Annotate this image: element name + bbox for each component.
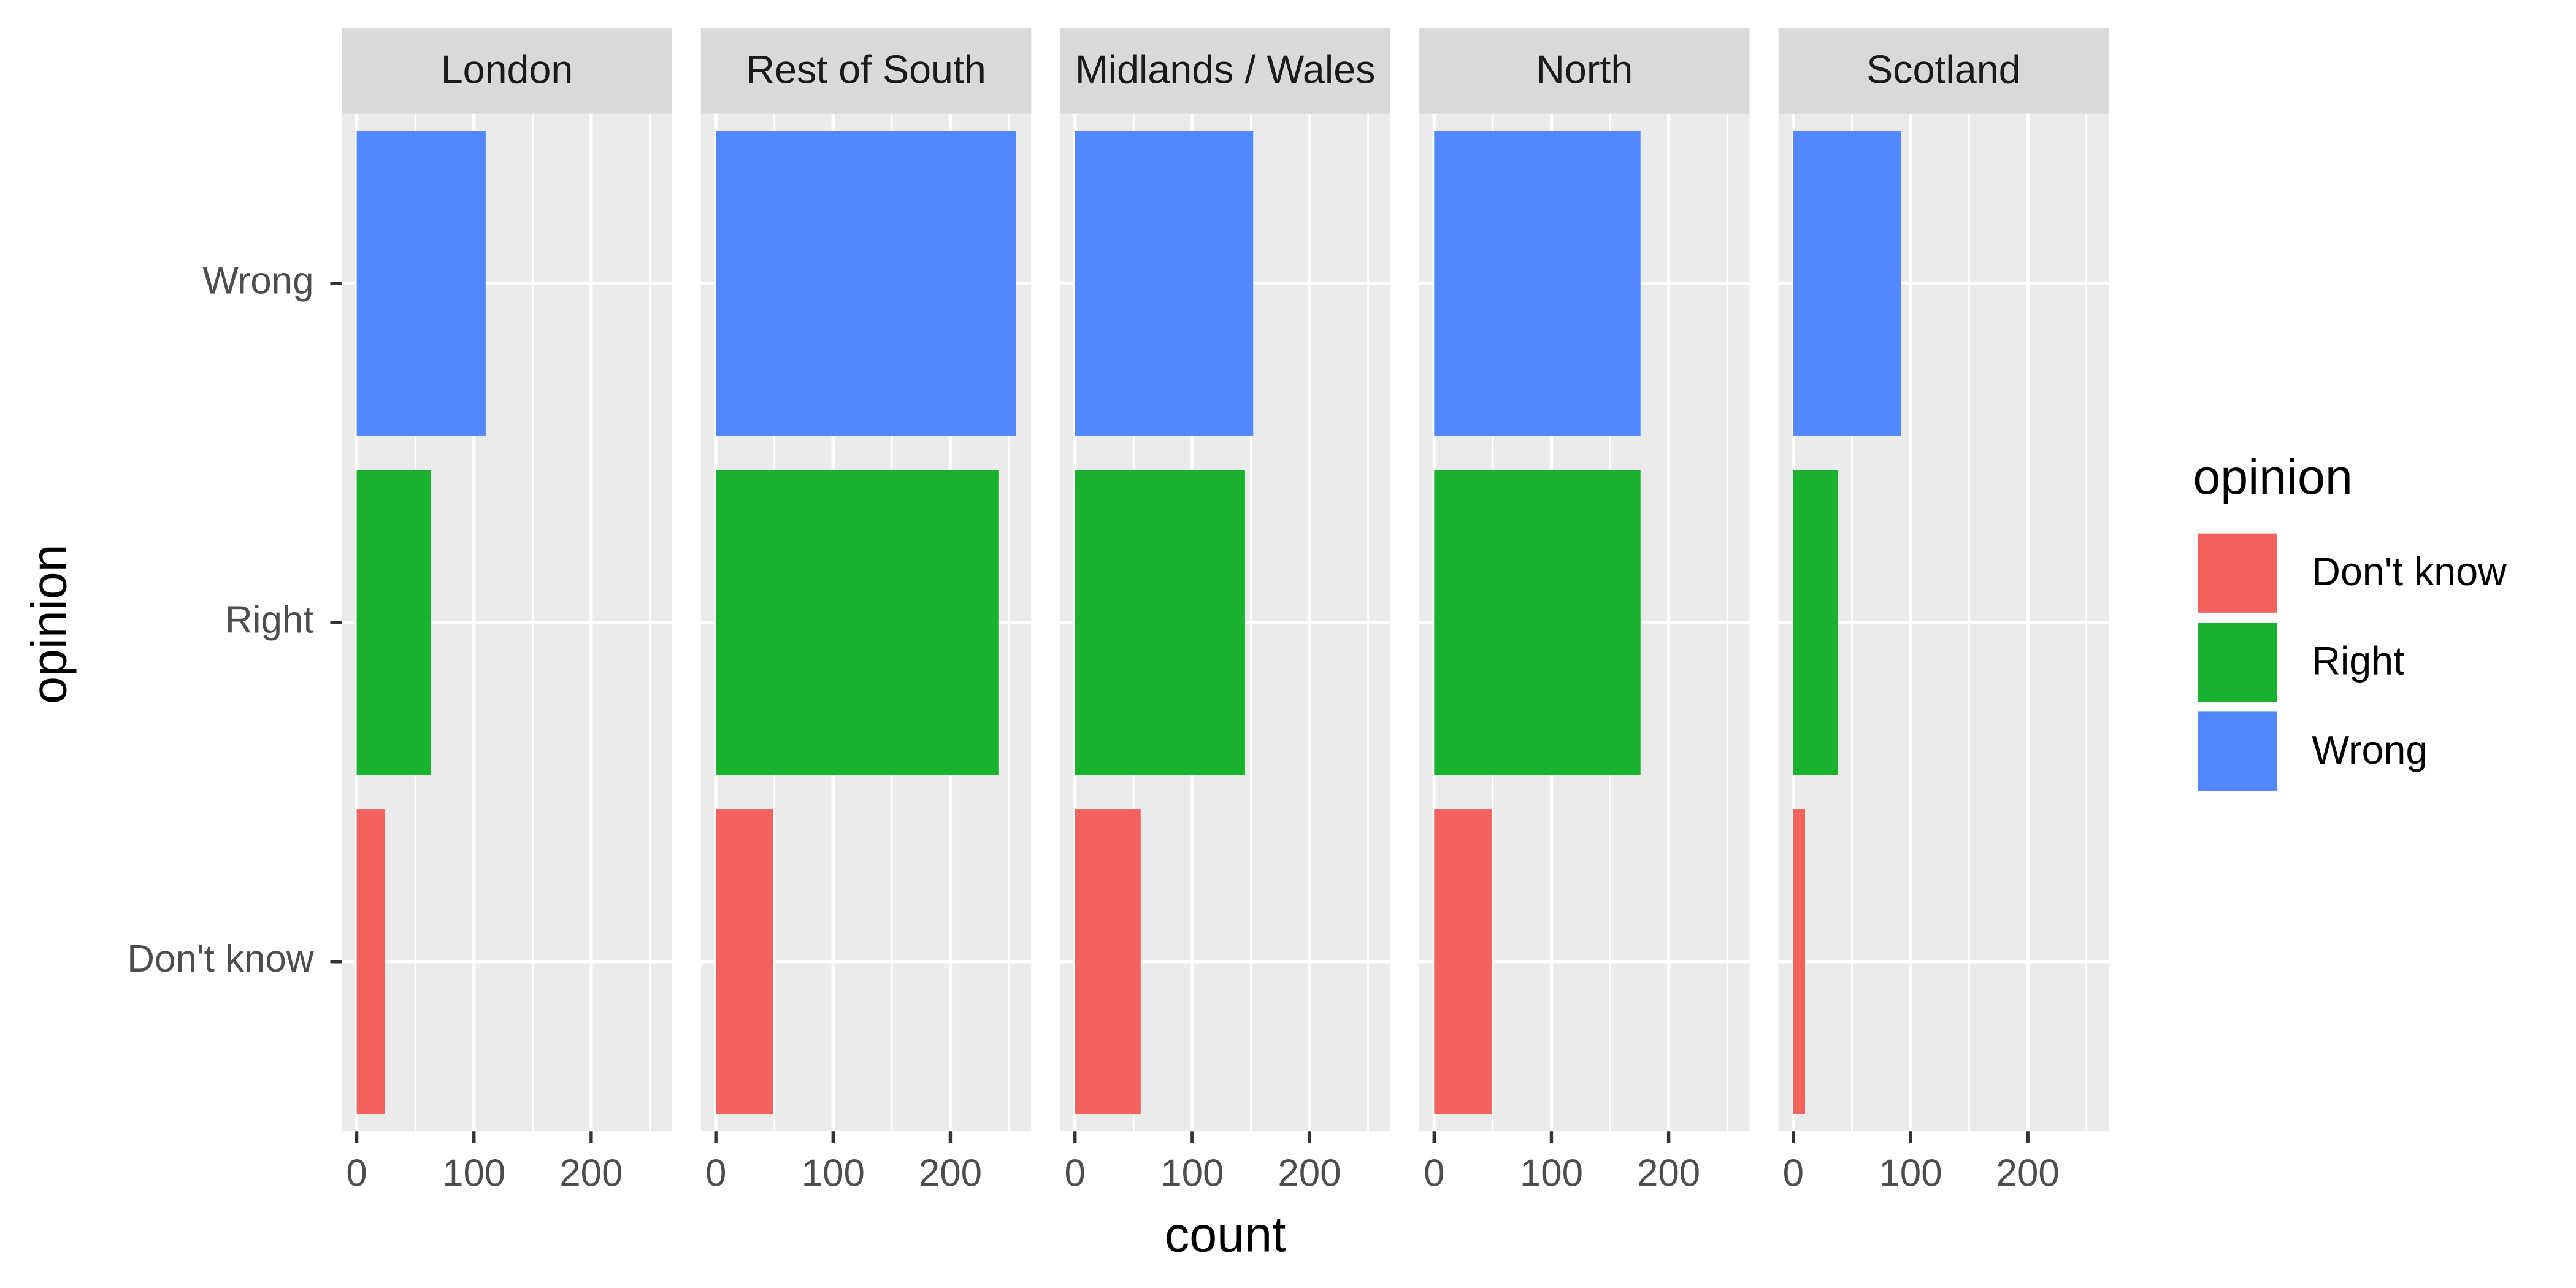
- legend-label: Wrong: [2312, 728, 2428, 772]
- strip-label: Rest of South: [746, 48, 986, 92]
- bar: [1434, 470, 1641, 775]
- bar: [1075, 809, 1141, 1114]
- y-axis-title: opinion: [21, 544, 77, 703]
- bar: [1434, 131, 1641, 436]
- legend-label: Right: [2312, 638, 2404, 683]
- bar: [716, 809, 773, 1114]
- x-tick-label: 200: [1996, 1152, 2060, 1194]
- bar: [1793, 809, 1806, 1114]
- strip-background: [1778, 28, 2109, 114]
- bar: [1434, 809, 1492, 1114]
- x-axis-title: count: [1165, 1208, 1286, 1263]
- bar: [356, 809, 385, 1114]
- x-tick-label: 100: [802, 1152, 865, 1194]
- x-tick-label: 0: [1424, 1152, 1444, 1194]
- legend-key: [2195, 619, 2281, 705]
- x-tick-label: 100: [1879, 1152, 1942, 1194]
- bar: [1793, 470, 1838, 775]
- strip-background: [1060, 28, 1390, 114]
- x-tick-label: 200: [919, 1152, 982, 1194]
- x-tick-label: 0: [1783, 1152, 1804, 1194]
- strip-label: London: [441, 48, 573, 92]
- bar: [1793, 131, 1901, 436]
- x-tick-label: 200: [1278, 1152, 1341, 1194]
- legend-key: [2195, 530, 2281, 616]
- strip-label: Midlands / Wales: [1075, 48, 1376, 92]
- x-tick-label: 100: [442, 1152, 505, 1194]
- bar: [716, 470, 999, 775]
- strip-label: North: [1536, 48, 1633, 92]
- legend-key: [2195, 708, 2281, 794]
- x-tick-label: 100: [1520, 1152, 1583, 1194]
- x-tick-label: 0: [346, 1152, 367, 1194]
- x-tick-label: 100: [1160, 1152, 1224, 1194]
- x-tick-label: 0: [1065, 1152, 1086, 1194]
- strip-background: [700, 28, 1032, 114]
- bar: [716, 131, 1016, 436]
- strip-label: Scotland: [1866, 48, 2020, 92]
- strip-background: [1419, 28, 1750, 114]
- x-tick-label: 200: [559, 1152, 623, 1194]
- y-tick-label: Right: [225, 599, 314, 641]
- bar: [356, 470, 431, 775]
- x-tick-label: 0: [705, 1152, 726, 1194]
- legend-title: opinion: [2193, 450, 2352, 505]
- bar: [356, 131, 486, 436]
- y-tick-label: Wrong: [202, 260, 313, 302]
- x-tick-label: 200: [1637, 1152, 1700, 1194]
- bar: [1075, 131, 1254, 436]
- legend-label: Don't know: [2312, 550, 2507, 594]
- bar: [1075, 470, 1245, 775]
- strip-background: [342, 28, 672, 114]
- y-tick-label: Don't know: [127, 938, 314, 980]
